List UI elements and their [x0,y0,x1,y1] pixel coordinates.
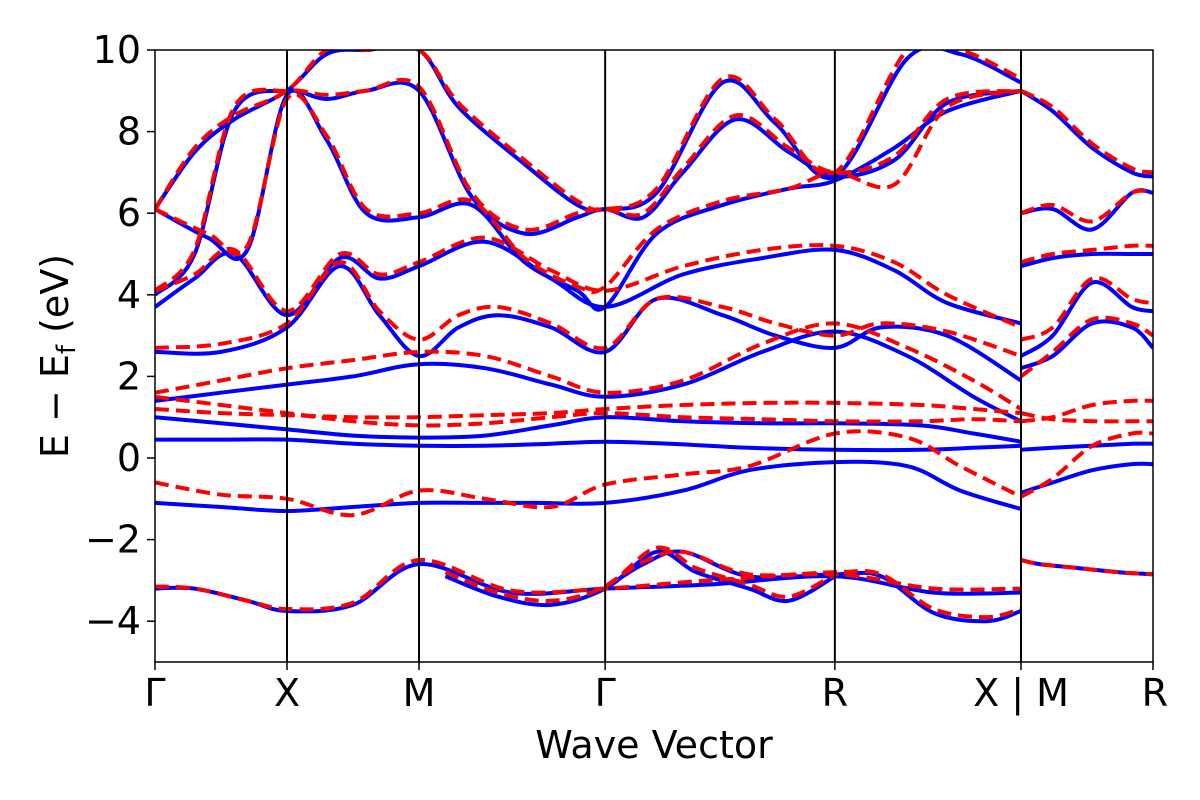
dashed-band-16 [1019,315,1153,378]
solid-band-19 [1019,89,1153,179]
y-tick-label: −4 [85,599,141,643]
dashed-band-18 [1020,243,1153,265]
dashed-band-20 [1020,88,1153,175]
x-tick-label: R [1142,671,1168,715]
solid-band-5 [155,264,1023,383]
solid-band-7 [155,88,1022,312]
x-tick-label: X | M [973,671,1069,716]
y-tick-label: 0 [117,436,141,480]
y-axis-label: E − Ef (eV) [33,254,82,458]
solid-band-11 [444,549,836,608]
dashed-band-7 [155,88,1022,295]
solid-bands-series [155,50,1153,624]
y-tick-label: 8 [117,110,141,154]
dashed-band-14 [1020,411,1153,424]
solid-band-16 [1019,280,1153,358]
dashed-band-8 [155,77,1022,293]
dashed-band-19 [1020,188,1153,224]
dashed-band-3 [155,394,1022,428]
dashed-bands-series [155,50,1153,620]
solid-band-3 [155,415,1022,444]
dashed-band-1 [155,429,1022,518]
y-tick-label: −2 [85,518,141,562]
dashed-band-9 [155,50,1022,212]
x-tick-label: Γ [595,671,616,715]
solid-band-13 [1020,461,1153,495]
y-tick-label: 6 [117,191,141,235]
y-tick-label: 2 [117,354,141,398]
dashed-band-2 [155,400,1022,420]
x-tick-label: R [822,671,848,715]
solid-band-17 [1020,251,1153,269]
dashed-band-4 [155,321,1023,411]
dashed-band-11 [444,545,836,603]
solid-band-18 [1020,188,1153,232]
plot-frame [154,49,1154,663]
dashed-band-15 [1020,398,1153,424]
dashed-band-12 [1020,558,1153,577]
solid-band-14 [1020,441,1153,452]
dashed-band-13 [1019,430,1153,499]
solid-band-2 [155,437,1022,453]
dashed-band-5 [155,260,1022,358]
x-tick-label: Γ [144,671,165,715]
x-axis-ticks: Γ X M Γ R X | M R [144,662,1168,716]
solid-band-4 [155,329,1022,424]
dashed-band-0 [155,557,1022,612]
x-tick-label: X [274,671,300,715]
y-axis-label-subscript: f [52,344,82,354]
y-axis-label-main: E − E [33,354,77,458]
bands-layer [155,50,1153,624]
y-tick-label: 10 [93,28,141,72]
y-tick-label: 4 [117,273,141,317]
x-tick-label: M [403,671,436,715]
solid-band-1 [155,459,1022,514]
y-axis-label-unit: (eV) [33,254,77,345]
dashed-band-17 [1020,275,1153,342]
solid-band-0 [155,562,1022,614]
kpoint-lines [286,50,1022,662]
dashed-band-6 [155,235,1022,330]
y-axis-ticks: −4 −2 0 2 4 6 8 10 [85,28,155,643]
x-axis-label: Wave Vector [535,723,773,767]
